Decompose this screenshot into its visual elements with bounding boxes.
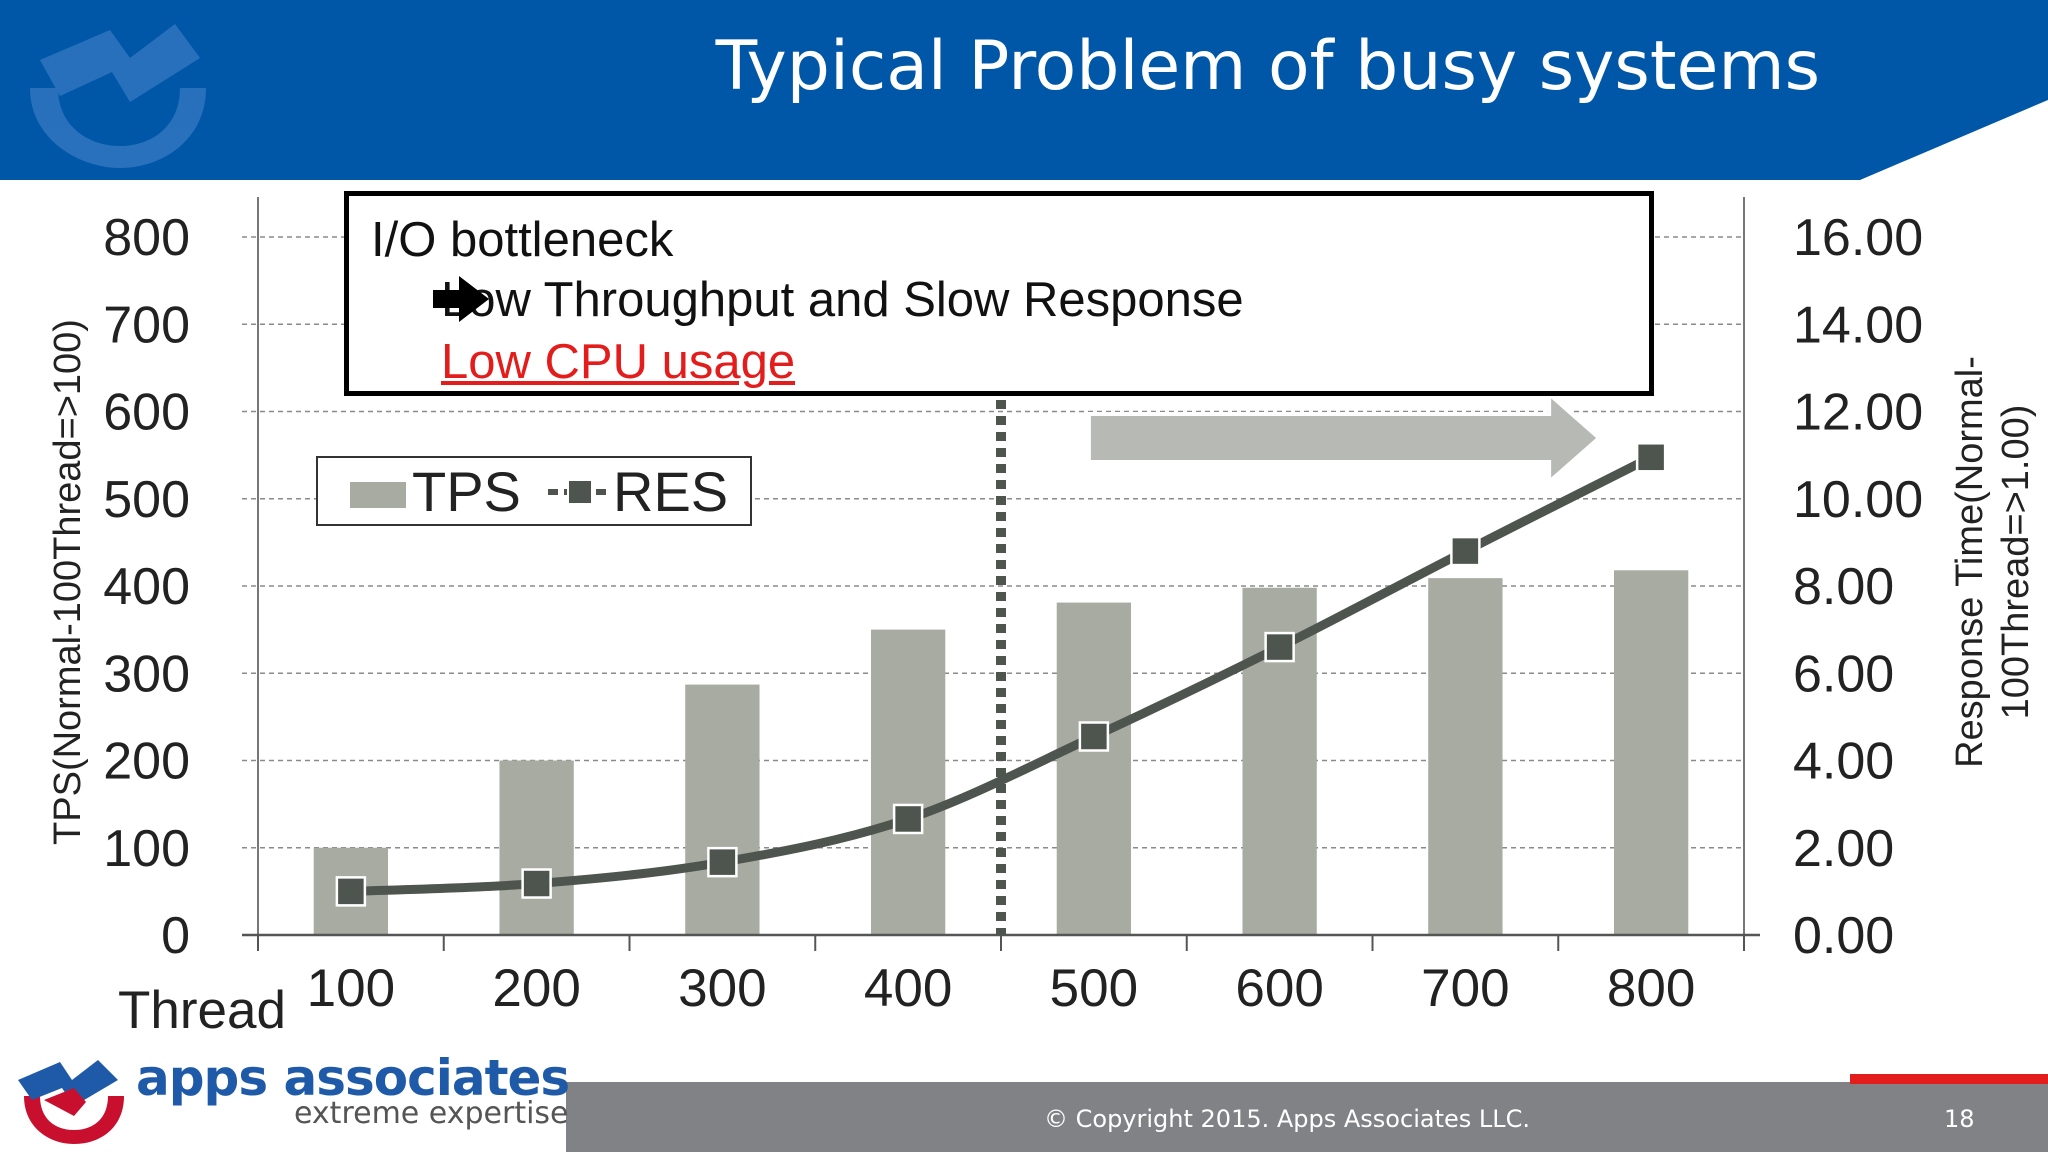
left-tick-label: 200 [103, 733, 190, 791]
title-bar [0, 0, 2048, 180]
tps-bar [1428, 578, 1503, 935]
callout-throughput-text: Low Throughput and Slow Response [441, 273, 1244, 327]
x-axis-title: Thread [118, 981, 286, 1040]
left-tick-label: 500 [103, 471, 190, 529]
res-point [1450, 535, 1481, 567]
right-axis-title-line2: 100Thread=>1.00) [1995, 405, 2037, 720]
x-tick-label: 300 [678, 959, 766, 1018]
legend-tps-label: TPS [412, 460, 521, 523]
res-point [1078, 721, 1110, 752]
watermark-logo-icon [30, 24, 206, 168]
legend-tps-swatch [350, 482, 406, 508]
page-number: 18 [1944, 1105, 1975, 1133]
left-tick-label: 600 [103, 384, 190, 442]
brand-name: apps associates [136, 1049, 570, 1107]
left-tick-label: 800 [103, 209, 190, 267]
res-point [1635, 442, 1667, 473]
legend-res-label: RES [613, 460, 729, 523]
res-line-path [350, 453, 1654, 896]
x-tick-label: 500 [1050, 959, 1138, 1018]
tps-bar [685, 684, 760, 935]
callout-heading: I/O bottleneck [371, 213, 674, 267]
res-point [707, 846, 738, 878]
annotations [996, 389, 1603, 935]
right-tick-label: 16.00 [1793, 209, 1923, 267]
left-tick-label: 700 [103, 296, 190, 354]
res-point [335, 876, 367, 907]
brand-tagline: extreme expertise [294, 1096, 569, 1131]
x-tick-label: 400 [864, 959, 952, 1018]
tps-bar [499, 760, 574, 935]
left-tick-label: 0 [161, 907, 190, 965]
left-tick-label: 300 [103, 645, 190, 703]
x-tick-label: 200 [492, 959, 580, 1018]
res-point [1264, 631, 1295, 663]
right-tick-label: 12.00 [1793, 384, 1923, 442]
slide-title: Typical Problem of busy systems [715, 27, 1820, 106]
right-tick-label: 6.00 [1793, 645, 1894, 703]
tps-bar [870, 629, 946, 935]
right-tick-label: 2.00 [1793, 820, 1894, 878]
res-point [892, 803, 924, 835]
callout-box: I/O bottleneck Low Throughput and Slow R… [344, 191, 1654, 396]
x-tick-label: 800 [1607, 959, 1695, 1018]
left-tick-label: 100 [103, 820, 190, 878]
right-tick-label: 10.00 [1793, 471, 1923, 529]
res-line [335, 442, 1667, 907]
tps-bar [1056, 602, 1132, 935]
right-tick-label: 8.00 [1793, 558, 1894, 616]
tps-bar [1613, 570, 1689, 935]
brand-logo-icon [18, 1060, 124, 1144]
footer-bar [566, 1074, 2048, 1152]
legend-res-marker-icon [548, 479, 612, 505]
left-tick-label: 400 [103, 558, 190, 616]
callout-cpu-text: Low CPU usage [441, 335, 796, 389]
x-tick-label: 100 [307, 959, 395, 1018]
right-tick-label: 4.00 [1793, 733, 1894, 791]
tick-labels: 0 100 200 300 400 500 600 700 800 0.00 2.00 4.00 6.0… [103, 209, 1923, 1018]
copyright-text: © Copyright 2015. Apps Associates LLC. [1044, 1105, 1530, 1133]
right-arrow-icon [433, 276, 489, 322]
right-tick-label: 0.00 [1793, 907, 1894, 965]
res-point [521, 868, 552, 899]
trend-right-arrow-icon [1086, 389, 1603, 487]
x-tick-label: 700 [1421, 959, 1509, 1018]
left-axis-title: TPS(Normal-100Thread=>100) [47, 319, 89, 845]
right-tick-label: 14.00 [1793, 296, 1923, 354]
chart-legend: TPS RES [316, 456, 752, 526]
right-axis-title-line1: Response Time(Normal- [1949, 356, 1991, 768]
x-tick-label: 600 [1235, 959, 1323, 1018]
